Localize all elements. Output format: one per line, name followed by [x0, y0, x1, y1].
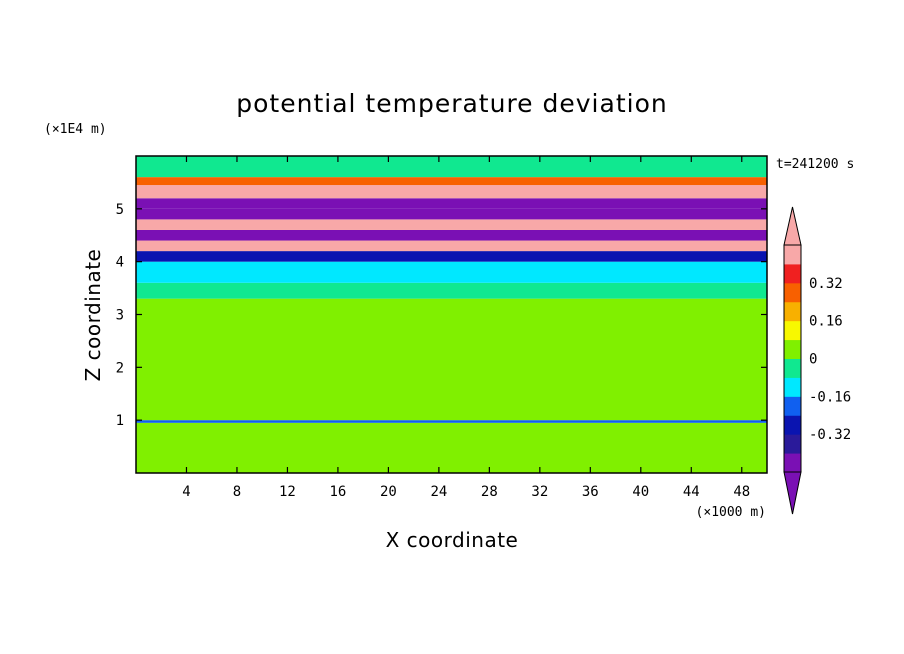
contour-band-8: [136, 219, 767, 230]
contour-band-9: [136, 208, 767, 220]
contour-band-11: [136, 185, 767, 199]
y-tick-label-2: 3: [116, 308, 124, 324]
contour-band-0: [136, 422, 767, 473]
colorbar-segment-4: [784, 377, 801, 397]
x-tick-label-0: 4: [182, 484, 190, 500]
x-axis-label: X coordinate: [386, 528, 519, 552]
contour-band-12: [136, 177, 767, 186]
colorbar-tick-label-2: 0: [809, 352, 817, 368]
y-unit-label: (×1E4 m): [44, 122, 107, 137]
colorbar-segment-5: [784, 358, 801, 378]
y-axis-label: Z coordinate: [81, 249, 105, 382]
y-tick-label-0: 1: [116, 413, 124, 429]
colorbar-segment-11: [784, 245, 801, 265]
x-tick-label-4: 20: [380, 484, 397, 500]
x-tick-label-10: 44: [683, 484, 700, 500]
colorbar-tick-label-3: -0.16: [809, 389, 851, 405]
x-axis-ticks: 4 8 12 16 20 24 28 32 36 40 44 48: [182, 156, 750, 500]
y-tick-label-1: 2: [116, 360, 124, 376]
contour-band-4: [136, 261, 767, 283]
colorbar-segment-7: [784, 320, 801, 341]
x-tick-label-6: 28: [481, 484, 498, 500]
contour-band-5: [136, 251, 767, 262]
contour-band-13: [136, 156, 767, 178]
colorbar-top-arrow: [783, 206, 802, 246]
time-label: t=241200 s: [776, 157, 854, 172]
colorbar-segment-6: [784, 339, 801, 359]
x-tick-label-11: 48: [733, 484, 750, 500]
colorbar-segment-0: [784, 453, 801, 473]
contour-band-7: [136, 229, 767, 241]
contour-band-6: [136, 240, 767, 252]
x-tick-label-7: 32: [531, 484, 548, 500]
x-tick-label-5: 24: [430, 484, 447, 500]
colorbar-segment-2: [784, 415, 801, 435]
colorbar-frame: [783, 244, 802, 473]
colorbar: 0.32 0.16 0 -0.16 -0.32: [783, 206, 851, 515]
contour-band-1: [136, 420, 767, 423]
x-tick-label-2: 12: [279, 484, 296, 500]
contour-band-10: [136, 198, 767, 209]
x-tick-label-1: 8: [233, 484, 241, 500]
plot-area: [136, 156, 767, 473]
colorbar-segment-8: [784, 301, 801, 322]
x-tick-label-9: 40: [632, 484, 649, 500]
colorbar-tick-label-1: 0.16: [809, 314, 843, 330]
colorbar-segment-3: [784, 396, 801, 416]
colorbar-segment-10: [784, 263, 801, 284]
chart-title: potential temperature deviation: [236, 89, 667, 118]
y-tick-label-4: 5: [116, 202, 124, 218]
contour-band-2: [136, 298, 767, 421]
colorbar-segment-1: [784, 434, 801, 454]
x-unit-label: (×1000 m): [696, 505, 766, 520]
x-tick-label-3: 16: [329, 484, 346, 500]
x-tick-label-8: 36: [582, 484, 599, 500]
colorbar-tick-label-0: 0.32: [809, 276, 843, 292]
y-tick-label-3: 4: [116, 255, 124, 271]
colorbar-bottom-arrow: [783, 471, 802, 515]
contour-band-3: [136, 282, 767, 299]
colorbar-tick-label-4: -0.32: [809, 427, 851, 443]
y-axis-ticks: 1 2 3 4 5: [116, 202, 767, 429]
colorbar-segment-9: [784, 282, 801, 303]
